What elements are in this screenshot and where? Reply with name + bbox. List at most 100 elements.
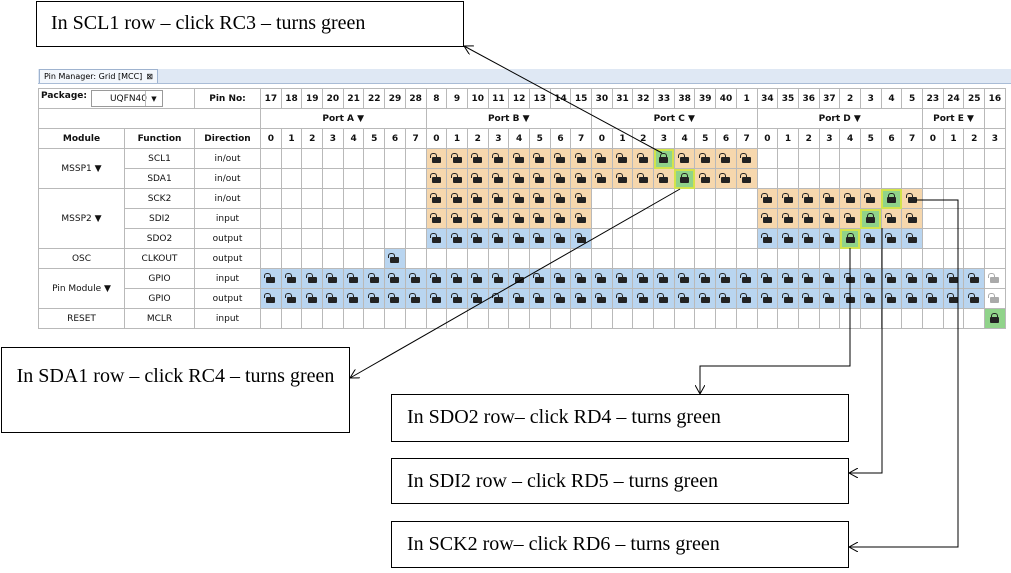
- pin-cell[interactable]: [446, 168, 468, 189]
- unlock-icon: [802, 233, 814, 244]
- pin-cell[interactable]: [570, 148, 592, 169]
- pin-cell[interactable]: [818, 208, 841, 229]
- pin-cell[interactable]: [694, 288, 717, 309]
- package-select[interactable]: UQFN40 ▼: [91, 90, 163, 107]
- lock-icon: [680, 173, 690, 184]
- pin-cell[interactable]: [591, 148, 613, 169]
- pin-cell[interactable]: [487, 168, 510, 189]
- pin-cell[interactable]: [425, 208, 448, 229]
- unlock-icon: [864, 293, 876, 304]
- pin-cell[interactable]: [901, 268, 923, 289]
- pin-cell[interactable]: [942, 268, 965, 289]
- pin-cell[interactable]: [777, 268, 799, 289]
- pin-cell[interactable]: [425, 148, 448, 169]
- pin-cell[interactable]: [797, 288, 820, 309]
- pin-cell[interactable]: [487, 288, 510, 309]
- pin-cell[interactable]: [425, 188, 448, 209]
- pin-cell[interactable]: [984, 308, 1006, 329]
- pin-cell[interactable]: [508, 188, 530, 209]
- module-name[interactable]: Pin Module ▼: [38, 268, 125, 309]
- pin-cell[interactable]: [425, 168, 448, 189]
- unlock-icon: [740, 273, 752, 284]
- pin-cell[interactable]: [859, 208, 882, 229]
- callout-scl1: In SCL1 row – click RC3 – turns green: [36, 1, 464, 47]
- pin-cell[interactable]: [549, 228, 572, 249]
- pin-cell[interactable]: [673, 168, 696, 189]
- unlock-icon: [533, 233, 545, 244]
- pin-cell[interactable]: [528, 188, 551, 209]
- pin-cell[interactable]: [549, 288, 572, 309]
- pin-cell[interactable]: [487, 148, 510, 169]
- pin-cell[interactable]: [777, 288, 799, 309]
- pin-cell[interactable]: [901, 208, 923, 229]
- pin-cell[interactable]: [404, 268, 427, 289]
- module-name[interactable]: MSSP1 ▼: [38, 148, 125, 189]
- pin-cell[interactable]: [632, 268, 655, 289]
- function-name: MCLR: [124, 308, 195, 329]
- pin-cell[interactable]: [694, 268, 717, 289]
- pin-cell[interactable]: [859, 228, 882, 249]
- pin-cell[interactable]: [839, 228, 861, 249]
- pin-cell[interactable]: [570, 268, 592, 289]
- pin-cell[interactable]: [715, 168, 737, 189]
- pin-cell[interactable]: [859, 188, 882, 209]
- unlock-icon: [450, 233, 462, 244]
- pin-cell[interactable]: [363, 268, 386, 289]
- pin-cell[interactable]: [528, 208, 551, 229]
- tab-pin-manager-grid[interactable]: Pin Manager: Grid [MCC] ⊠: [39, 69, 158, 83]
- unlock-icon: [595, 153, 607, 164]
- pin-cell[interactable]: [901, 228, 923, 249]
- chevron-down-icon[interactable]: ▼: [145, 91, 162, 106]
- pin-cell[interactable]: [446, 228, 468, 249]
- unlock-icon: [905, 293, 917, 304]
- pin-cell[interactable]: [549, 168, 572, 189]
- pin-cell[interactable]: [839, 188, 861, 209]
- pin-cell[interactable]: [528, 148, 551, 169]
- pin-cell[interactable]: [466, 188, 489, 209]
- pin-cell[interactable]: [280, 288, 303, 309]
- pin-cell[interactable]: [859, 268, 882, 289]
- unlock-icon: [802, 293, 814, 304]
- close-icon[interactable]: ⊠: [146, 72, 153, 81]
- pin-cell[interactable]: [301, 288, 324, 309]
- pin-cell[interactable]: [508, 168, 530, 189]
- unlock-icon: [574, 173, 586, 184]
- pin-cell[interactable]: [322, 268, 344, 289]
- pin-cell[interactable]: [260, 288, 282, 309]
- pin-cell[interactable]: [301, 268, 324, 289]
- pin-cell[interactable]: [735, 148, 758, 169]
- pin-cell[interactable]: [487, 208, 510, 229]
- pin-cell[interactable]: [425, 268, 448, 289]
- package-value: UQFN40: [109, 94, 148, 104]
- pin-cell[interactable]: [446, 268, 468, 289]
- pin-cell[interactable]: [984, 288, 1006, 309]
- pin-cell[interactable]: [611, 288, 634, 309]
- pin-cell[interactable]: [797, 208, 820, 229]
- pin-cell[interactable]: [446, 288, 468, 309]
- pin-cell[interactable]: [322, 288, 344, 309]
- pin-cell[interactable]: [653, 168, 675, 189]
- unlock-icon: [822, 233, 834, 244]
- pin-cell[interactable]: [797, 188, 820, 209]
- pin-cell[interactable]: [466, 168, 489, 189]
- module-name[interactable]: MSSP2 ▼: [38, 188, 125, 249]
- pin-cell[interactable]: [797, 268, 820, 289]
- pin-cell[interactable]: [549, 188, 572, 209]
- unlock-icon: [884, 273, 896, 284]
- pin-cell[interactable]: [715, 148, 737, 169]
- pin-cell[interactable]: [508, 148, 530, 169]
- pin-cell[interactable]: [922, 268, 944, 289]
- pin-cell[interactable]: [425, 288, 448, 309]
- pin-cell[interactable]: [570, 188, 592, 209]
- pin-cell[interactable]: [591, 168, 613, 189]
- pin-cell[interactable]: [508, 208, 530, 229]
- pin-cell[interactable]: [425, 228, 448, 249]
- pin-cell[interactable]: [735, 168, 758, 189]
- pin-cell[interactable]: [570, 228, 592, 249]
- pin-cell[interactable]: [466, 148, 489, 169]
- pin-cell[interactable]: [715, 268, 737, 289]
- pin-cell[interactable]: [549, 268, 572, 289]
- pin-cell[interactable]: [280, 268, 303, 289]
- pin-cell[interactable]: [591, 268, 613, 289]
- pin-cell[interactable]: [632, 168, 655, 189]
